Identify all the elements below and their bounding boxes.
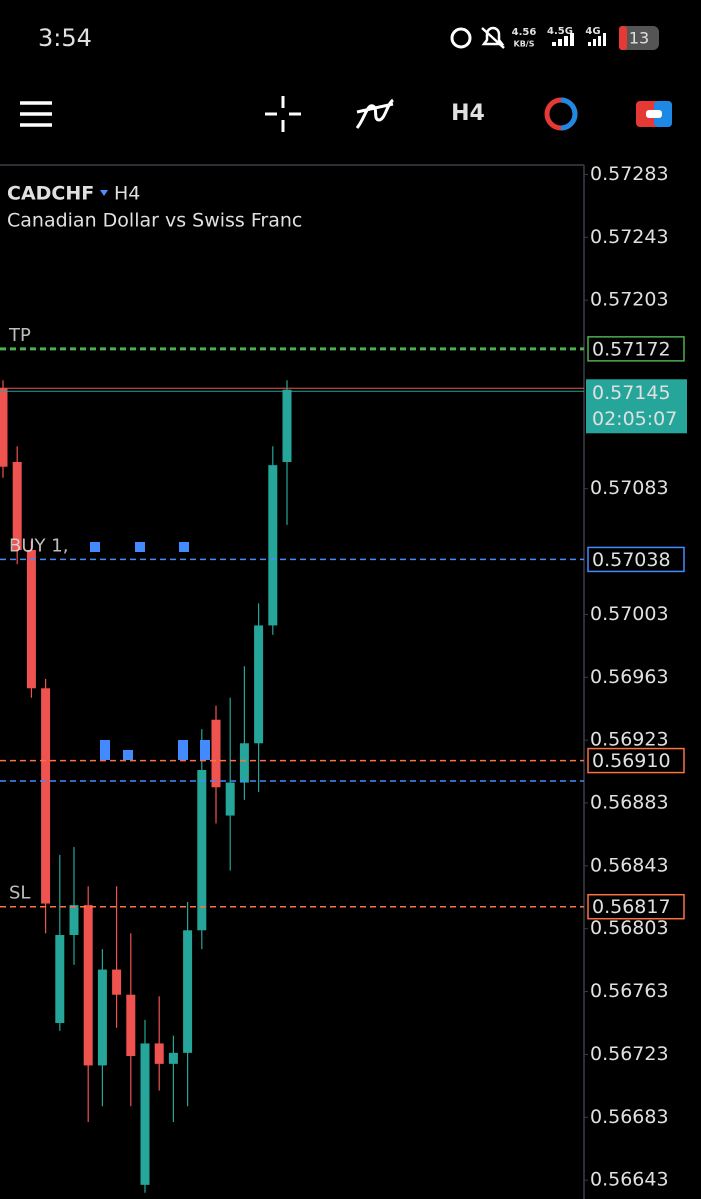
battery [619,26,659,50]
candle-body [26,550,36,689]
current-price-label: 0.57145 [592,382,671,404]
candle-body [197,770,207,931]
candle-body [112,969,122,995]
symbol-description: Canadian Dollar vs Swiss Franc [7,210,302,232]
crosshair-button[interactable] [265,96,301,132]
candle-body [168,1052,178,1064]
y-tick-label: 0.56923 [590,729,669,751]
candle-body [69,905,79,935]
y-tick-label: 0.56883 [590,792,669,814]
y-tick-label: 0.57003 [590,603,669,625]
indicators-button[interactable] [355,98,395,129]
plot [0,173,588,1193]
y-tick-label: 0.56683 [590,1106,669,1128]
level-name: TP [8,325,31,346]
level-name: SL [9,883,30,904]
mute-icon [481,26,505,49]
candle-body [225,782,235,816]
account-button-half [654,101,672,127]
candle-body [282,389,292,462]
battery-level [619,26,627,50]
candle-body [154,1043,164,1064]
level-price-label: 0.57038 [592,549,671,571]
net-speed-unit: KB/S [514,40,535,49]
battery-percent: 13 [629,29,649,48]
level-price-box [587,336,685,362]
level-price-label: 0.57172 [592,338,671,360]
candle-body [12,462,22,550]
account-icon [646,110,662,118]
chart-timeframe: H4 [114,183,140,205]
candle-body [0,388,8,467]
candle-body [239,743,249,783]
signal-icon [552,33,574,46]
y-tick-label: 0.57283 [590,163,669,185]
candle-body [268,465,278,626]
candle-body [97,969,107,1066]
signal-icon [588,33,606,46]
candle-body [254,625,264,744]
candle-body [83,905,93,1066]
symbol-dropdown[interactable] [100,190,108,196]
level-price-box [587,893,685,920]
network-label: 4.5G [547,26,573,37]
candle-body [140,1043,150,1185]
order-markers [90,542,210,760]
level-price-box [587,747,685,774]
candle-countdown: 02:05:07 [592,408,677,430]
level-price-label: 0.56910 [592,750,671,772]
net-speed: 4.56 [512,27,537,38]
candle-body [126,994,136,1056]
level-price-label: 0.56817 [592,896,671,918]
y-tick-label: 0.57243 [590,226,669,248]
candle-body [211,719,221,788]
candle-body [183,930,193,1053]
y-tick-label: 0.56803 [590,917,669,939]
y-tick-label: 0.56963 [590,666,669,688]
candle-body [55,935,65,1023]
y-tick-label: 0.56643 [590,1169,669,1191]
level-name: BUY 1, [9,535,68,556]
trade-button-half [560,97,578,131]
y-tick-label: 0.57203 [590,289,669,311]
timeframe-button[interactable]: H4 [451,101,485,126]
y-tick-label: 0.56763 [590,980,669,1002]
level-price-box [587,546,685,573]
y-tick-label: 0.57083 [590,477,669,499]
y-tick-label: 0.56723 [590,1043,669,1065]
current-price-box [586,379,687,434]
y-tick-label: 0.56843 [590,854,669,876]
network-label: 4G [585,26,600,37]
symbol[interactable]: CADCHF [7,183,94,205]
clock: 3:54 [38,24,92,52]
menu-button[interactable] [20,101,52,127]
candle-body [41,688,51,904]
alarm-icon [450,27,472,49]
